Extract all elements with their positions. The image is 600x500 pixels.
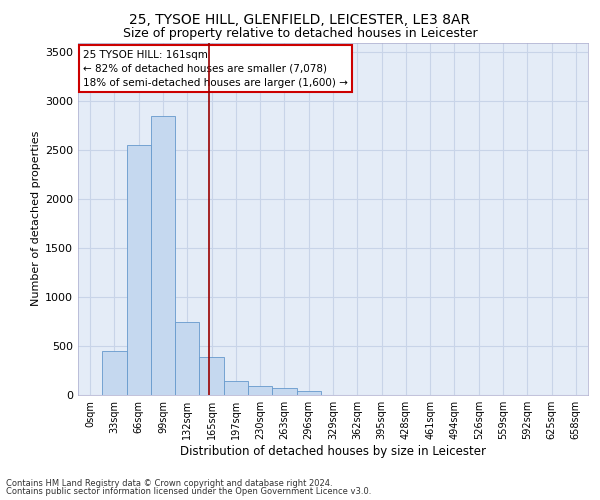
Text: 25, TYSOE HILL, GLENFIELD, LEICESTER, LE3 8AR: 25, TYSOE HILL, GLENFIELD, LEICESTER, LE… bbox=[130, 12, 470, 26]
X-axis label: Distribution of detached houses by size in Leicester: Distribution of detached houses by size … bbox=[180, 445, 486, 458]
Bar bbox=[224, 381, 248, 395]
Text: 25 TYSOE HILL: 161sqm
← 82% of detached houses are smaller (7,078)
18% of semi-d: 25 TYSOE HILL: 161sqm ← 82% of detached … bbox=[83, 50, 348, 88]
Bar bbox=[175, 322, 199, 395]
Bar bbox=[272, 388, 296, 395]
Bar bbox=[127, 146, 151, 395]
Bar bbox=[248, 386, 272, 395]
Bar bbox=[296, 390, 321, 395]
Y-axis label: Number of detached properties: Number of detached properties bbox=[31, 131, 41, 306]
Text: Contains public sector information licensed under the Open Government Licence v3: Contains public sector information licen… bbox=[6, 487, 371, 496]
Bar bbox=[199, 357, 224, 395]
Bar bbox=[151, 116, 175, 395]
Bar bbox=[102, 351, 127, 395]
Text: Size of property relative to detached houses in Leicester: Size of property relative to detached ho… bbox=[122, 28, 478, 40]
Text: Contains HM Land Registry data © Crown copyright and database right 2024.: Contains HM Land Registry data © Crown c… bbox=[6, 478, 332, 488]
